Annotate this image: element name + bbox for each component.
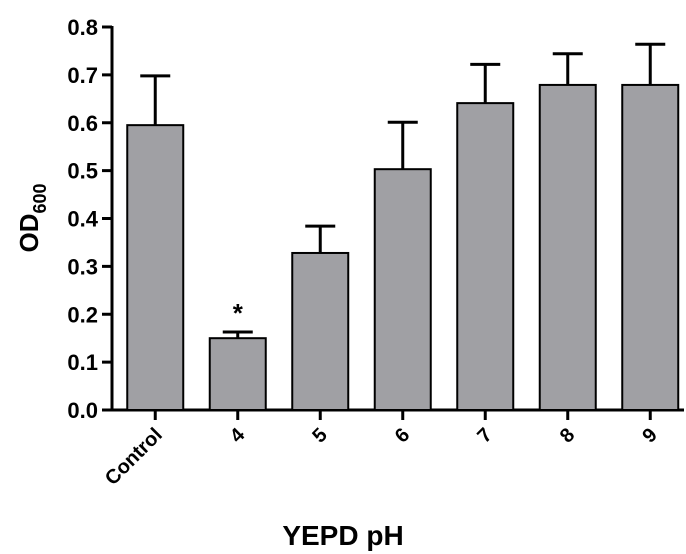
bar [126, 124, 185, 412]
bar [208, 337, 267, 411]
y-tick-label: 0.7 [67, 63, 98, 88]
annotation: * [233, 298, 244, 328]
x-tick-label: 5 [308, 424, 331, 447]
y-tick-label: 0.6 [67, 111, 98, 136]
y-tick-label: 0.5 [67, 159, 98, 184]
y-tick-label: 0.8 [67, 15, 98, 40]
y-tick-label: 0.0 [67, 398, 98, 423]
x-tick-label: 9 [638, 424, 661, 447]
y-tick-label: 0.2 [67, 302, 98, 327]
x-tick-label: 6 [391, 424, 414, 447]
x-tick-label: 4 [226, 423, 250, 447]
y-axis-label-subscript: 600 [30, 183, 50, 213]
bar [456, 102, 515, 411]
x-tick-label: Control [101, 424, 167, 490]
y-axis-label: OD600 [14, 183, 50, 252]
bar [291, 251, 350, 411]
y-tick-label: 0.1 [67, 350, 98, 375]
x-tick-label: 8 [556, 424, 579, 447]
y-tick-label: 0.3 [67, 254, 98, 279]
bar [621, 83, 680, 412]
y-axis-label-main: OD [14, 214, 44, 253]
bar [538, 83, 597, 412]
bar [373, 168, 432, 411]
x-tick-label: 7 [473, 424, 496, 447]
y-tick-label: 0.4 [67, 207, 98, 232]
x-axis-label: YEPD pH [282, 520, 403, 551]
